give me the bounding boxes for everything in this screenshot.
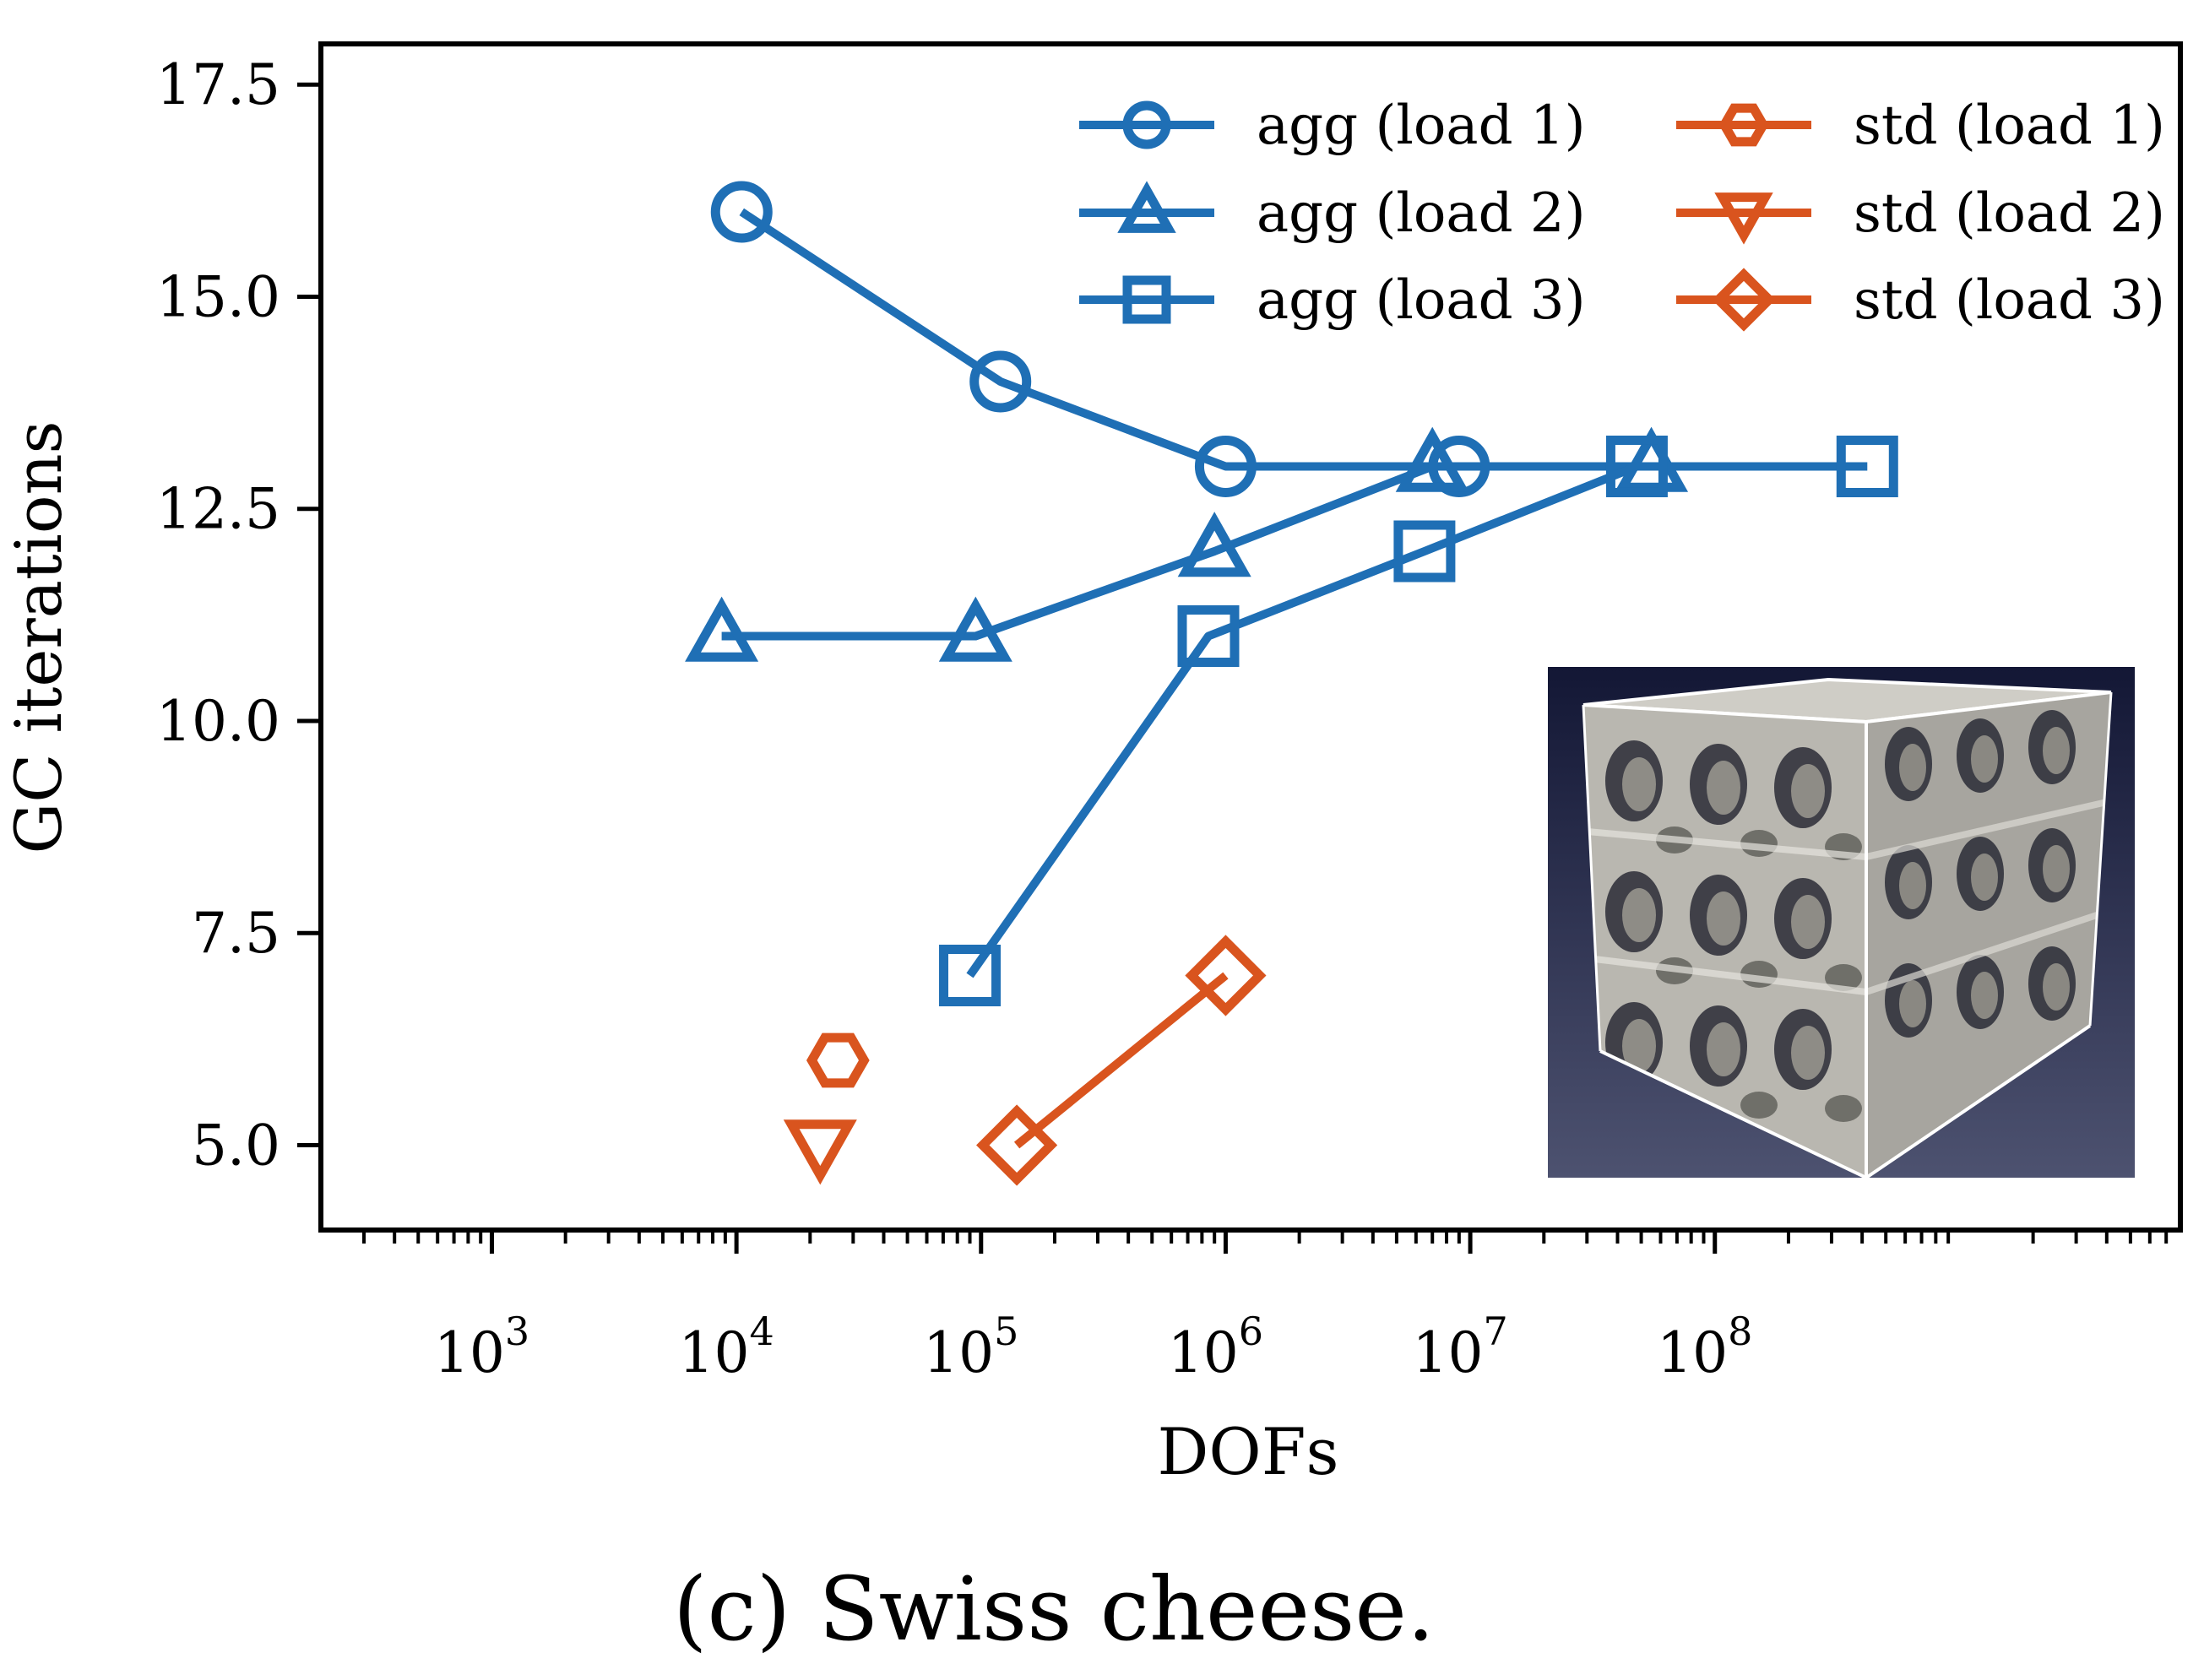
legend-item: std (load 2) (1676, 182, 2165, 245)
legend-marker (1712, 268, 1776, 332)
series-line-5 (1013, 972, 1229, 1149)
plot-area (297, 41, 2183, 1254)
x-tick-label: 107 (1412, 1309, 1507, 1385)
x-tick-label: 103 (434, 1309, 529, 1385)
legend-marker (1117, 181, 1176, 233)
legend-marker (1718, 103, 1769, 147)
series-line-2 (966, 462, 1868, 978)
y-major-ticks (297, 82, 321, 1147)
legend-item: agg (load 1) (1079, 95, 1586, 157)
legend-label: std (load 3) (1854, 269, 2165, 332)
legend-item: agg (load 3) (1079, 269, 1586, 332)
x-tick-labels: 103 104 105 106 107 108 (434, 1309, 1753, 1385)
legend: agg (load 1) agg (load 2) agg (load 3) std … (1079, 95, 2165, 332)
y-tick-labels: 5.0 7.5 10.0 12.5 15.0 17.5 (156, 52, 280, 1178)
data-point (939, 944, 1002, 1006)
legend-marker (1122, 275, 1171, 324)
x-tick-label: 106 (1168, 1309, 1263, 1385)
legend-label: std (load 1) (1854, 95, 2165, 157)
y-tick-label: 7.5 (192, 901, 280, 966)
y-tick-label: 12.5 (156, 477, 280, 542)
data-point (1177, 512, 1251, 577)
legend-item: agg (load 2) (1079, 181, 1586, 245)
data-point (1428, 435, 1490, 497)
x-tick-label: 108 (1657, 1309, 1752, 1385)
data-point (1836, 435, 1898, 497)
series-lines (721, 208, 1868, 1149)
data-point (1177, 604, 1240, 667)
y-tick-label: 5.0 (192, 1113, 280, 1178)
x-major-ticks (489, 1230, 1718, 1254)
legend-marker (1122, 100, 1171, 149)
figure-caption: (c) Swiss cheese. (673, 1558, 1435, 1661)
x-tick-label: 104 (678, 1309, 774, 1385)
data-point (806, 1032, 870, 1088)
y-axis-title: GC iterations (1, 420, 76, 854)
data-point (710, 181, 773, 243)
x-minor-ticks (362, 1230, 2169, 1244)
series-line-0 (739, 208, 1459, 471)
x-axis-title: DOFs (1158, 1414, 1339, 1489)
y-tick-label: 17.5 (156, 52, 280, 117)
legend-label: agg (load 2) (1257, 182, 1586, 245)
data-point (783, 1119, 857, 1185)
legend-label: agg (load 3) (1257, 269, 1586, 332)
axes-frame (318, 41, 2183, 1233)
data-point (938, 596, 1012, 662)
y-tick-label: 15.0 (156, 264, 280, 329)
data-point (976, 1104, 1058, 1186)
inset-cube-image (1548, 667, 2135, 1180)
legend-label: std (load 2) (1854, 182, 2165, 245)
series-line-1 (721, 462, 1652, 641)
data-point (1395, 426, 1469, 492)
data-point (685, 596, 759, 662)
legend-item: std (load 3) (1676, 268, 2165, 332)
data-point (1194, 435, 1257, 497)
data-point (1185, 935, 1267, 1016)
data-point (1393, 520, 1456, 583)
legend-label: agg (load 1) (1257, 95, 1586, 157)
legend-item: std (load 1) (1676, 95, 2165, 157)
x-tick-label: 105 (923, 1309, 1018, 1385)
legend-marker (1714, 192, 1773, 245)
series-markers (685, 181, 1898, 1186)
data-point (1605, 435, 1668, 497)
data-point (969, 350, 1032, 413)
y-tick-label: 10.0 (156, 689, 280, 754)
